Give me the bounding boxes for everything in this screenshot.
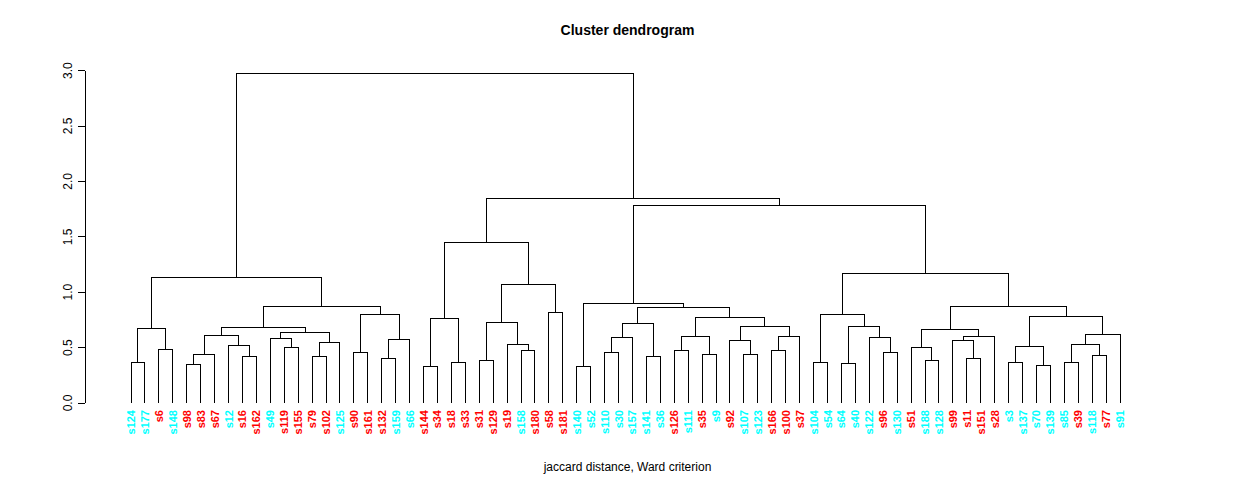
leaf-label: s90 <box>348 410 360 428</box>
leaf-label: s100 <box>780 410 792 434</box>
y-axis: 0.0 0.5 1.0 1.5 2.0 2.5 3.0 <box>61 62 85 411</box>
leaf-label: s159 <box>390 410 402 434</box>
leaf-label: s33 <box>459 410 471 428</box>
leaf-label: s128 <box>933 410 945 434</box>
leaf-label: s126 <box>668 410 680 434</box>
leaf-label: s66 <box>404 410 416 428</box>
leaf-label: s139 <box>1044 410 1056 434</box>
leaf-label: s155 <box>292 410 304 434</box>
leaf-labels: s124s177s6s148s98s83s67s12s16s162s49s119… <box>125 409 1126 434</box>
leaf-label: s137 <box>1017 410 1029 434</box>
leaf-label: s49 <box>264 410 276 428</box>
y-tick-label: 2.0 <box>61 173 75 190</box>
chart-caption: jaccard distance, Ward criterion <box>85 460 1170 474</box>
leaf-label: s177 <box>139 410 151 434</box>
leaf-label: s158 <box>515 410 527 434</box>
leaf-label: s123 <box>752 410 764 434</box>
y-tick-label: 0.5 <box>61 339 75 356</box>
leaf-label: s31 <box>473 410 485 428</box>
leaf-label: s148 <box>167 410 179 434</box>
leaf-label: s79 <box>306 410 318 428</box>
leaf-label: s119 <box>278 410 290 434</box>
leaf-label: s118 <box>1086 410 1098 434</box>
leaf-label: s129 <box>487 410 499 434</box>
leaf-label: s37 <box>794 410 806 428</box>
leaf-label: s28 <box>989 410 1001 428</box>
y-tick-label: 1.5 <box>61 228 75 245</box>
leaf-label: s36 <box>654 410 666 428</box>
leaf-label: s111 <box>682 410 694 433</box>
leaf-label: s144 <box>418 409 430 434</box>
leaf-label: s166 <box>766 410 778 434</box>
leaf-label: s125 <box>334 410 346 434</box>
leaf-label: s132 <box>376 410 388 434</box>
leaf-label: s12 <box>223 410 235 428</box>
leaf-label: s162 <box>250 410 262 434</box>
leaf-label: s67 <box>209 410 221 428</box>
plot-canvas: Cluster dendrogram 0.00.51.01.52.02.53.0… <box>0 0 1238 500</box>
leaf-label: s34 <box>431 409 443 428</box>
leaf-label: s83 <box>195 410 207 428</box>
leaf-label: s39 <box>1072 410 1084 428</box>
leaf-label: s157 <box>626 410 638 434</box>
leaf-label: s92 <box>724 410 736 428</box>
leaf-label: s16 <box>236 410 248 428</box>
leaf-label: s70 <box>1030 410 1042 428</box>
leaf-label: s52 <box>585 410 597 428</box>
leaf-label: s85 <box>1058 410 1070 428</box>
leaf-label: s140 <box>571 410 583 434</box>
leaf-label: s64 <box>835 409 847 428</box>
dendrogram-tree <box>131 74 1120 403</box>
leaf-label: s6 <box>153 410 165 422</box>
leaf-label: s104 <box>808 409 820 434</box>
leaf-label: s96 <box>877 410 889 428</box>
y-tick-label: 2.5 <box>61 117 75 134</box>
leaf-label: s181 <box>557 410 569 434</box>
leaf-label: s91 <box>1114 410 1126 428</box>
leaf-label: s107 <box>738 410 750 434</box>
leaf-label: s40 <box>849 410 861 428</box>
leaf-label: s98 <box>181 410 193 428</box>
leaf-label: s30 <box>613 410 625 428</box>
y-tick-label: 1.0 <box>61 284 75 301</box>
leaf-label: s18 <box>445 410 457 428</box>
leaf-label: s51 <box>905 410 917 428</box>
leaf-label: s35 <box>696 410 708 428</box>
leaf-label: s99 <box>947 410 959 428</box>
leaf-label: s151 <box>975 410 987 434</box>
leaf-label: s124 <box>125 409 137 434</box>
y-tick-label: 0.0 <box>61 394 75 411</box>
leaf-label: s9 <box>710 410 722 422</box>
leaf-label: s77 <box>1100 410 1112 428</box>
leaf-label: s102 <box>320 410 332 434</box>
leaf-label: s3 <box>1003 410 1015 422</box>
leaf-label: s58 <box>543 410 555 428</box>
dendrogram-plot: 0.00.51.01.52.02.53.0s124s177s6s148s98s8… <box>0 0 1238 500</box>
leaf-label: s141 <box>640 410 652 434</box>
leaf-label: s54 <box>822 409 834 428</box>
leaf-label: s11 <box>961 410 973 428</box>
leaf-label: s19 <box>501 410 513 428</box>
leaf-label: s188 <box>919 410 931 434</box>
leaf-label: s122 <box>863 410 875 434</box>
y-tick-label: 3.0 <box>61 62 75 79</box>
leaf-label: s110 <box>599 410 611 434</box>
leaf-label: s130 <box>891 410 903 434</box>
leaf-label: s161 <box>362 410 374 434</box>
leaf-label: s180 <box>529 410 541 434</box>
